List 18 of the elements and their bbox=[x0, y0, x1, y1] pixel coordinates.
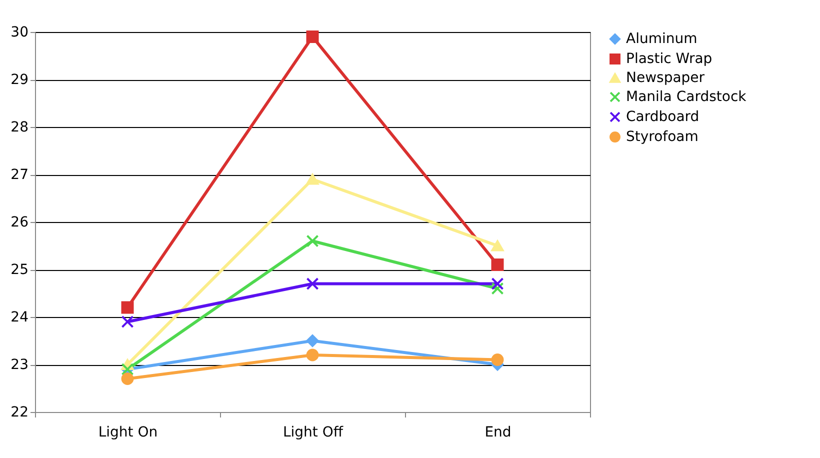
legend-label: Newspaper bbox=[626, 70, 705, 86]
x-tick-label: Light Off bbox=[282, 424, 344, 440]
legend-label: Styrofoam bbox=[626, 129, 698, 145]
y-tick-label: 29 bbox=[10, 72, 28, 88]
y-tick-label: 30 bbox=[10, 24, 28, 40]
y-tick-label: 23 bbox=[10, 357, 28, 373]
legend-label: Aluminum bbox=[626, 31, 698, 47]
legend-label: Manila Cardstock bbox=[626, 89, 748, 105]
x-tick-label: End bbox=[484, 424, 512, 440]
y-tick-label: 24 bbox=[10, 310, 29, 326]
legend-label: Plastic Wrap bbox=[626, 51, 712, 67]
y-tick-label: 27 bbox=[10, 167, 28, 183]
y-tick-label: 26 bbox=[10, 214, 29, 230]
y-tick-label: 28 bbox=[10, 120, 28, 136]
y-tick-label: 22 bbox=[10, 404, 28, 420]
y-tick-label: 25 bbox=[10, 262, 28, 278]
legend-label: Cardboard bbox=[626, 109, 700, 125]
x-tick-label: Light On bbox=[98, 424, 158, 440]
